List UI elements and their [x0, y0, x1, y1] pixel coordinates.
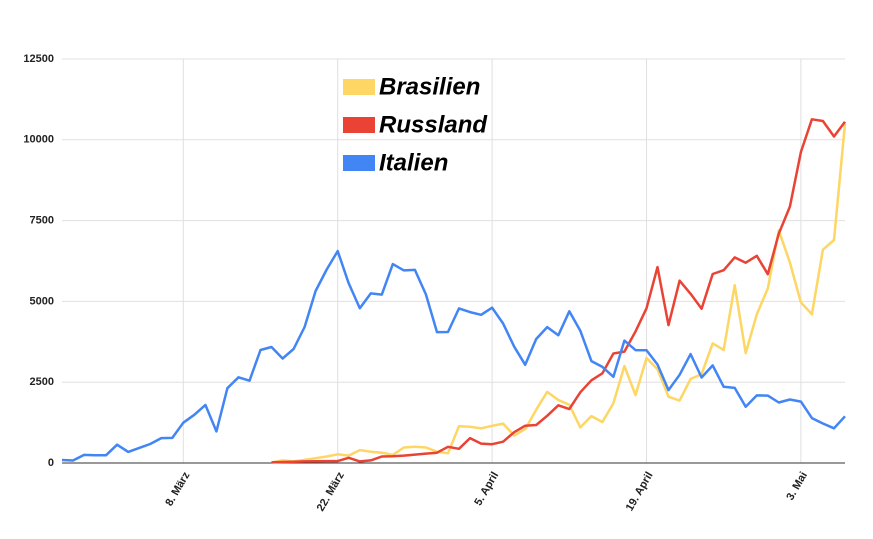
- legend-swatch: [343, 117, 375, 133]
- x-tick-label: 3. Mai: [784, 470, 810, 502]
- legend-swatch: [343, 155, 375, 171]
- legend-swatch: [343, 79, 375, 95]
- x-tick-label: 22. März: [315, 470, 347, 514]
- y-tick-label: 5000: [30, 295, 54, 307]
- y-tick-label: 12500: [23, 53, 54, 65]
- y-tick-label: 0: [48, 457, 54, 469]
- x-tick-label: 8. März: [163, 470, 192, 509]
- legend-label: Brasilien: [379, 73, 480, 100]
- series-line: [271, 118, 847, 464]
- legend-label: Russland: [379, 111, 488, 138]
- y-tick-label: 10000: [23, 134, 54, 146]
- legend-label: Italien: [379, 149, 448, 176]
- y-tick-label: 2500: [30, 376, 54, 388]
- series-line: [61, 249, 846, 462]
- x-tick-label: 5. April: [472, 470, 501, 508]
- y-tick-label: 7500: [30, 215, 54, 227]
- series-line: [271, 123, 847, 464]
- x-tick-label: 19. April: [624, 470, 656, 513]
